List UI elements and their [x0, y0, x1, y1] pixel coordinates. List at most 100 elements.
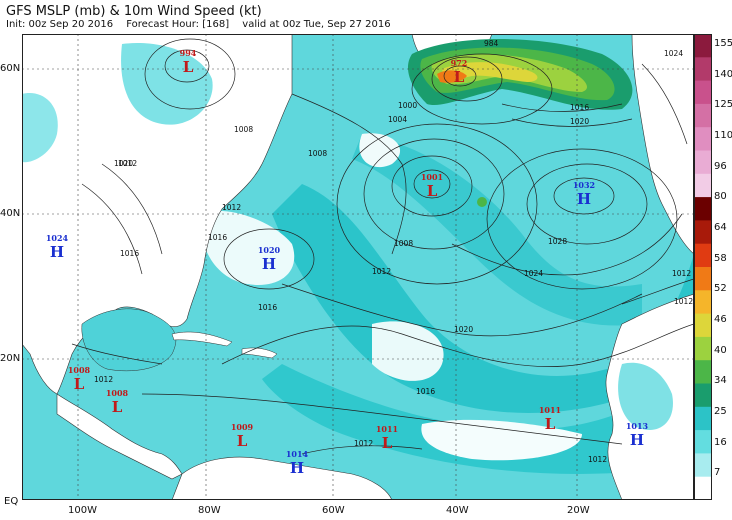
isobar-1024-ne: [641, 63, 688, 145]
colorbar-tick-label: 25: [714, 406, 727, 417]
center-letter: L: [545, 415, 556, 433]
isobar-1016-na: [81, 183, 143, 275]
wind-swath-trades: [262, 364, 694, 474]
colorbar-tick-label: 140: [714, 68, 732, 80]
calm-zone-1: [201, 210, 295, 285]
isobar-low-972-b: [431, 56, 503, 102]
isobar-1020-na: [101, 163, 163, 255]
center-value: 1013: [626, 421, 649, 431]
isobar-label: 1004: [388, 115, 407, 124]
colorbar-swatch: [694, 173, 712, 198]
colorbar-swatch: [694, 267, 712, 291]
weather-map: 984 1000 1004 1008 1016 1020 1012 1016 1…: [22, 34, 694, 500]
calm-zone-2: [372, 321, 444, 381]
center-letter: H: [262, 255, 276, 273]
isobar-low-1001-c: [336, 123, 538, 285]
isobar-1016-north: [501, 103, 623, 112]
center-letter: L: [454, 68, 465, 86]
center-letter: L: [237, 432, 248, 450]
isobar-label: 1016: [120, 249, 139, 258]
center-letter: L: [112, 398, 123, 416]
colorbar-tick-label: 80: [714, 191, 727, 203]
center-letter: H: [290, 459, 304, 477]
center-value: 972: [451, 58, 468, 68]
isobar-high-1032-b: [526, 163, 648, 245]
lon-label-20w: 20W: [567, 505, 590, 516]
center-letter: H: [50, 243, 64, 261]
lon-label-60w: 60W: [322, 505, 345, 516]
forecast-hour: Forecast Hour: [168]: [126, 19, 230, 30]
isobar-1012-sa: [301, 445, 423, 455]
colorbar-swatch: [694, 476, 712, 500]
colorbar-swatch: [694, 150, 712, 175]
wind-swath-central: [352, 134, 642, 326]
low-center: 1011 L: [539, 405, 561, 433]
isobar-label: 1016: [208, 233, 227, 242]
init-time: Init: 00z Sep 20 2016: [6, 19, 114, 30]
isobar-low-1001-inner: [413, 169, 451, 199]
colorbar-swatch: [694, 336, 712, 361]
west-africa-wind-patch: [618, 362, 673, 430]
center-letter: H: [630, 431, 644, 449]
isobar-label: 1024: [664, 49, 683, 58]
graticule: [22, 34, 694, 500]
isobar-label: 1012: [222, 203, 241, 212]
colorbar-tick-label: 125: [714, 99, 732, 111]
colorbar-swatch: [694, 57, 712, 82]
center-value: 1011: [539, 405, 561, 415]
colorbar-tick-label: 110: [714, 130, 732, 141]
isobar-low-972-a: [443, 65, 477, 87]
central-america-land: [56, 393, 183, 480]
storm-wind-max: [407, 39, 633, 207]
colorbar-tick-label: 40: [714, 344, 727, 356]
isobar-high-1032-c: [486, 148, 678, 290]
colorbar-swatch: [694, 290, 712, 315]
high-center: 1014 H: [286, 449, 309, 477]
gulf-of-mexico: [81, 308, 177, 372]
lat-label-eq: EQ: [4, 496, 19, 507]
lon-label-80w: 80W: [198, 505, 221, 516]
low-center: 972 L: [451, 58, 468, 86]
isobar-label: 1012: [354, 439, 373, 448]
colorbar-swatch: [694, 383, 712, 408]
isobar-labels: 984 1000 1004 1008 1016 1020 1012 1016 1…: [94, 39, 693, 464]
colorbar-tick-label: 58: [714, 252, 727, 264]
isobar-low-1001-a: [391, 155, 473, 217]
chart-subtitle: Init: 00z Sep 20 2016 Forecast Hour: [16…: [6, 19, 401, 30]
center-value: 1009: [231, 422, 254, 432]
colorbar-tick-label: 96: [714, 160, 727, 172]
high-center: 1013 H: [626, 421, 649, 449]
isobar-low-972-c: [411, 53, 553, 125]
chart-title: GFS MSLP (mb) & 10m Wind Speed (kt): [6, 4, 262, 19]
south-america-land: [171, 456, 393, 500]
isobar-label: 1016: [416, 387, 435, 396]
isobar-low-994-a: [164, 49, 210, 83]
isobar-label: 1020: [570, 117, 589, 126]
isobar-label: 1012: [118, 159, 137, 168]
center-letter: L: [382, 434, 393, 452]
lat-label-40n: 40N: [0, 208, 21, 219]
center-letter: H: [577, 190, 591, 208]
low-center: 1009 L: [231, 422, 254, 450]
isobar-1008-north: [291, 93, 407, 255]
center-value: 1008: [68, 365, 91, 375]
center-value: 1020: [258, 245, 281, 255]
isobar-1016-atlantic: [221, 323, 694, 367]
calm-zone-4: [359, 133, 401, 168]
calm-zone-3: [421, 419, 582, 461]
center-letter: L: [183, 58, 194, 76]
isobar-label: 1012: [588, 455, 607, 464]
low-center: 1008 L: [68, 365, 91, 393]
low-center: 1008 L: [106, 388, 129, 416]
isobar-1020-atlantic: [281, 283, 643, 337]
isobar-1024-atlantic: [451, 213, 683, 276]
canada-wind-patch-2: [22, 93, 58, 163]
valid-time: valid at 00z Tue, Sep 27 2016: [242, 19, 391, 30]
center-value: 1011: [376, 424, 398, 434]
colorbar-swatch: [694, 103, 712, 128]
small-wind-max: [477, 197, 487, 207]
map-frame: [22, 34, 694, 500]
isobar-label: 1024: [524, 269, 543, 278]
colorbar-swatch: [694, 430, 712, 454]
colorbar-swatch: [694, 34, 712, 58]
